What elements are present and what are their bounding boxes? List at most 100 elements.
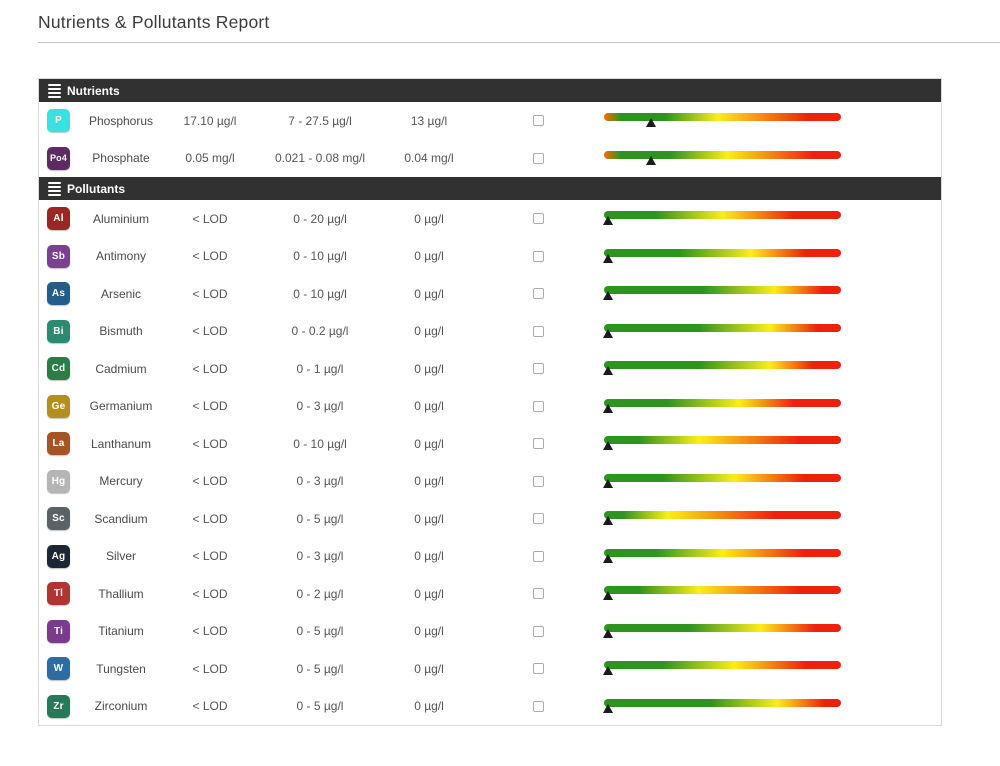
measured-value: < LOD: [192, 511, 228, 526]
element-row: As Arsenic < LOD 0 - 10 µg/l 0 µg/l: [39, 275, 941, 313]
target-range: 7 - 27.5 µg/l: [288, 113, 352, 128]
element-symbol-badge: Po4: [47, 146, 70, 170]
range-bar-cell: [603, 425, 844, 463]
measured-value: < LOD: [192, 624, 228, 639]
value-marker-icon: [603, 403, 614, 413]
element-symbol-badge: Bi: [47, 319, 70, 343]
measured-value: < LOD: [192, 249, 228, 264]
element-row: Po4 Phosphate 0.05 mg/l 0.021 - 0.08 mg/l 0.…: [39, 140, 941, 178]
select-element-checkbox[interactable]: [533, 550, 544, 562]
section-rows-nutrients: P Phosphorus 17.10 µg/l 7 - 27.5 µg/l 13 µg/…: [39, 102, 941, 177]
target-range: 0 - 10 µg/l: [293, 249, 347, 264]
range-bar-cell: [603, 613, 844, 651]
element-name: Antimony: [95, 249, 147, 264]
select-element-checkbox[interactable]: [533, 700, 544, 712]
select-element-checkbox[interactable]: [533, 288, 544, 300]
measured-value: < LOD: [192, 699, 228, 714]
range-bar-cell: [603, 650, 844, 688]
gradient-range-bar: [604, 150, 841, 159]
element-row: W Tungsten < LOD 0 - 5 µg/l 0 µg/l: [39, 650, 941, 688]
select-element-checkbox[interactable]: [533, 588, 544, 600]
gradient-range-bar: [604, 113, 841, 121]
measured-value: 17.10 µg/l: [183, 113, 237, 128]
element-name: Aluminium: [92, 211, 149, 226]
target-range: 0 - 3 µg/l: [296, 474, 344, 489]
select-element-checkbox[interactable]: [533, 325, 544, 337]
gradient-range-bar: [604, 698, 841, 707]
element-name: Silver: [105, 549, 136, 564]
target-range: 0 - 10 µg/l: [293, 286, 347, 301]
element-symbol-badge: As: [47, 282, 70, 306]
select-element-checkbox[interactable]: [533, 513, 544, 525]
element-row: Ge Germanium < LOD 0 - 3 µg/l 0 µg/l: [39, 388, 941, 426]
element-symbol-badge: Hg: [47, 469, 70, 493]
gradient-range-bar: [604, 248, 841, 257]
target-value: 0 µg/l: [414, 586, 444, 601]
measured-value: < LOD: [192, 211, 228, 226]
section-header-nutrients: Nutrients: [39, 79, 941, 102]
report-panel: Nutrients P Phosphorus 17.10 µg/l 7 - 27.5 …: [38, 78, 942, 726]
range-bar-cell: [603, 313, 844, 351]
target-range: 0 - 2 µg/l: [296, 586, 344, 601]
measured-value: < LOD: [192, 474, 228, 489]
element-row: Ag Silver < LOD 0 - 3 µg/l 0 µg/l: [39, 538, 941, 576]
range-bar-cell: [603, 238, 844, 276]
element-name: Mercury: [99, 474, 143, 489]
select-element-checkbox[interactable]: [533, 625, 544, 637]
element-row: Sc Scandium < LOD 0 - 5 µg/l 0 µg/l: [39, 500, 941, 538]
element-symbol-badge: Sc: [47, 507, 70, 531]
target-value: 13 µg/l: [410, 113, 448, 128]
select-element-checkbox[interactable]: [533, 663, 544, 675]
range-bar-cell: [603, 275, 844, 313]
target-range: 0 - 5 µg/l: [296, 699, 344, 714]
title-divider: [38, 42, 1000, 43]
menu-icon: [48, 181, 61, 196]
element-symbol-badge: W: [47, 657, 70, 681]
range-bar-cell: [603, 200, 844, 238]
menu-icon: [48, 83, 61, 98]
target-value: 0 µg/l: [414, 249, 444, 264]
measured-value: < LOD: [192, 436, 228, 451]
measured-value: < LOD: [192, 661, 228, 676]
value-marker-icon: [603, 366, 614, 375]
target-value: 0 µg/l: [414, 324, 444, 339]
value-marker-icon: [645, 155, 656, 165]
element-symbol-badge: Al: [47, 207, 70, 231]
target-value: 0.04 mg/l: [404, 151, 454, 166]
gradient-range-bar: [604, 398, 841, 407]
gradient-range-bar: [604, 511, 841, 519]
select-element-checkbox[interactable]: [533, 152, 544, 164]
element-name: Titanium: [98, 624, 144, 639]
select-element-checkbox[interactable]: [533, 438, 544, 450]
target-range: 0 - 20 µg/l: [293, 211, 347, 226]
value-marker-icon: [603, 591, 614, 600]
gradient-range-bar: [604, 436, 841, 444]
select-element-checkbox[interactable]: [533, 213, 544, 225]
value-marker-icon: [603, 516, 614, 525]
target-range: 0 - 0.2 µg/l: [291, 324, 349, 339]
range-bar-cell: [603, 350, 844, 388]
measured-value: < LOD: [192, 361, 228, 376]
element-row: La Lanthanum < LOD 0 - 10 µg/l 0 µg/l: [39, 425, 941, 463]
section-title: Pollutants: [67, 181, 126, 196]
measured-value: < LOD: [192, 324, 228, 339]
select-element-checkbox[interactable]: [533, 363, 544, 375]
target-value: 0 µg/l: [414, 361, 444, 376]
value-marker-icon: [603, 328, 614, 338]
gradient-range-bar: [604, 211, 841, 219]
measured-value: < LOD: [192, 286, 228, 301]
gradient-range-bar: [604, 548, 841, 557]
select-element-checkbox[interactable]: [533, 250, 544, 262]
target-value: 0 µg/l: [414, 699, 444, 714]
element-name: Bismuth: [99, 324, 143, 339]
target-value: 0 µg/l: [414, 549, 444, 564]
gradient-range-bar: [604, 361, 841, 369]
measured-value: < LOD: [192, 586, 228, 601]
target-range: 0 - 3 µg/l: [296, 399, 344, 414]
target-range: 0 - 10 µg/l: [293, 436, 347, 451]
select-element-checkbox[interactable]: [533, 400, 544, 412]
value-marker-icon: [645, 118, 656, 127]
value-marker-icon: [603, 666, 614, 675]
select-element-checkbox[interactable]: [533, 475, 544, 487]
select-element-checkbox[interactable]: [533, 115, 544, 127]
